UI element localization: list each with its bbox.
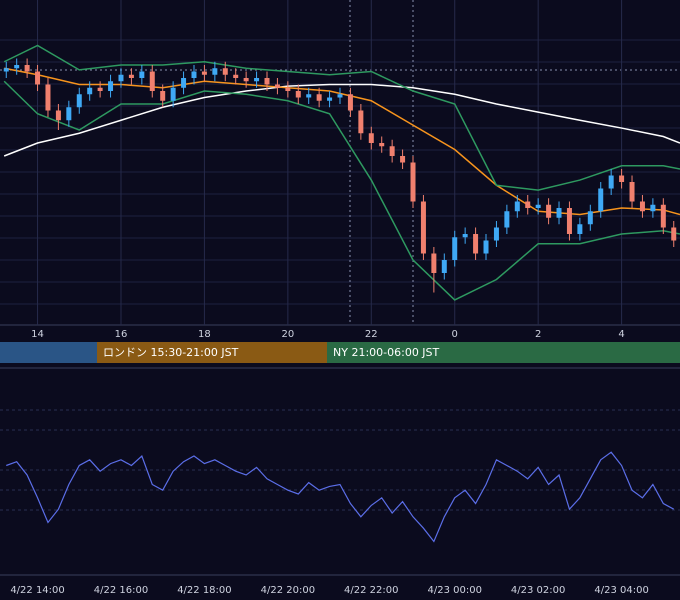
candle-body [452,237,458,260]
candle-body [410,162,416,202]
candle-body [660,204,666,228]
candle-body [76,94,82,108]
candle-body [243,78,249,82]
candle-body [306,94,312,98]
candle-body [149,71,155,91]
indicator-line [3,44,680,191]
candle-body [201,71,207,75]
candle-body [577,224,583,234]
x-tick-label: 4/23 02:00 [511,585,565,596]
candle-body [160,91,166,101]
candle-body [629,182,635,202]
candle-body [358,110,364,134]
candle-body [483,240,489,254]
candle-body [191,71,197,78]
candle-body [285,87,291,91]
candle-body [35,71,41,85]
candle-body [535,204,541,208]
candle-body [556,208,562,218]
session-tokyo [0,342,97,363]
session-ny [327,342,680,363]
x-tick-label: 0 [452,329,458,340]
candle-body [181,78,187,88]
candle-body [389,146,395,156]
candle-body [650,204,656,212]
candle-body [493,227,499,241]
x-tick-label: 4/22 20:00 [261,585,315,596]
candle-body [379,143,385,147]
x-tick-label: 4/23 04:00 [594,585,648,596]
candle-body [118,74,124,82]
candle-body [368,133,374,143]
session-london [97,342,327,363]
candle-body [546,204,552,218]
candle-body [128,74,134,78]
candle-body [87,87,93,95]
x-tick-label: 4/22 22:00 [344,585,398,596]
candle-body [327,97,333,101]
indicator-line [3,80,680,301]
candle-body [274,84,280,88]
candle-body [514,201,520,212]
candle-body [598,188,604,212]
candle-body [608,175,614,189]
candle-body [108,81,114,91]
indicator-line [4,67,680,216]
candle-body [97,87,103,91]
x-tick-label: 4/22 16:00 [94,585,148,596]
candle-body [639,201,645,212]
x-tick-label: 4/23 00:00 [427,585,481,596]
x-tick-label: 14 [31,329,44,340]
candle-body [316,94,322,101]
candle-body [347,94,353,111]
candle-body [420,201,426,254]
x-tick-label: 4/22 14:00 [10,585,64,596]
candle-body [431,253,437,273]
candle-body [233,74,239,78]
candle-body [400,156,406,163]
x-tick-label: 4/22 18:00 [177,585,231,596]
rsi-line [6,451,675,543]
grid-decoration [0,39,680,305]
candle-body [3,68,9,72]
x-tick-label: 20 [281,329,294,340]
candle-body [619,175,625,182]
candle-body [295,91,301,98]
x-tick-label: 16 [115,329,128,340]
session-label: NY 21:00-06:00 JST [333,346,440,359]
candle-body [222,68,228,75]
candle-body [473,234,479,254]
candle-body [264,78,270,85]
candle-body [170,87,176,101]
x-tick-label: 2 [535,329,541,340]
x-tick-label: 22 [365,329,378,340]
candle-body [212,68,218,75]
candle-body [566,208,572,234]
candle-body [24,65,30,72]
candle-body [441,260,447,273]
candle-body [587,211,593,225]
session-label: ロンドン 15:30-21:00 JST [103,346,239,359]
candle-body [55,110,61,121]
candle-body [254,78,260,82]
candle-body [504,211,510,228]
candle-body [337,94,343,98]
rsi-grid-decoration [0,409,680,511]
candle-body [671,227,677,241]
x-tick-label: 4 [618,329,624,340]
candle-body [139,71,145,78]
candle-body [525,201,531,208]
candle-body [45,84,51,111]
candle-body [14,65,20,69]
candle-body [66,107,72,121]
candle-body [462,234,468,238]
x-tick-label: 18 [198,329,211,340]
indicator-line [3,83,680,157]
